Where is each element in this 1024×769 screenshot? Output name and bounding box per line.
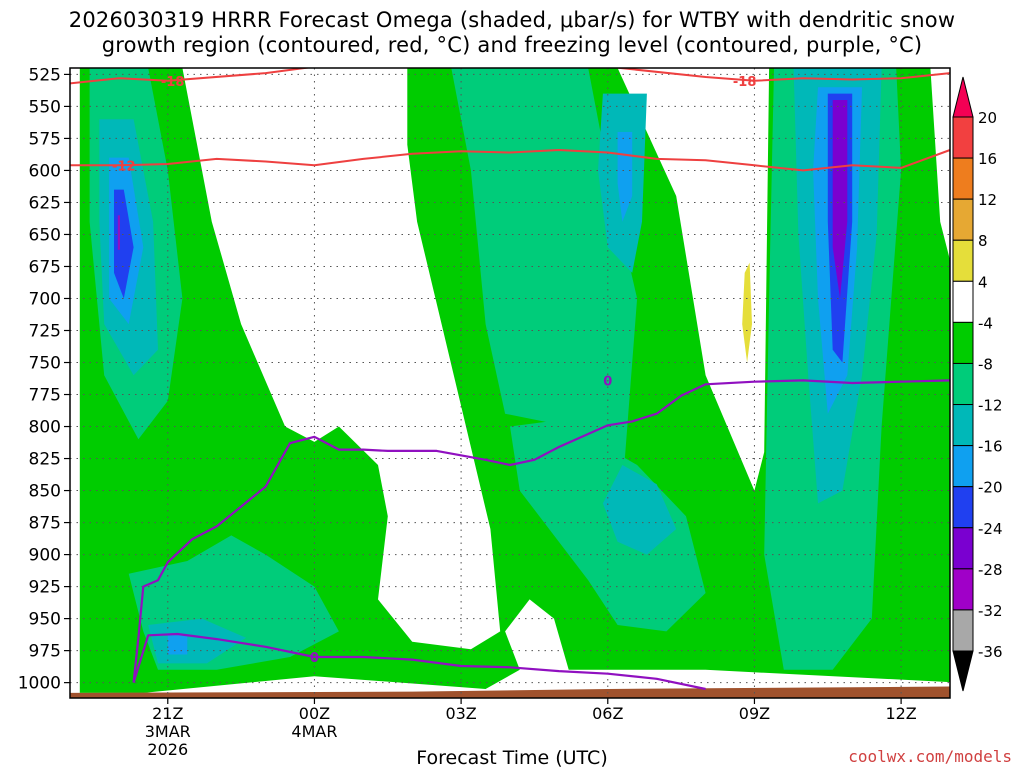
colorbar-label: -32 <box>978 602 1003 620</box>
colorbar-label: 20 <box>978 109 997 127</box>
colorbar-band <box>952 609 974 652</box>
contour-line <box>70 68 950 85</box>
colorbar: 20 16 12 8 4 -4 -8 -12 -16 -20 -24 -28 -32 -36 <box>952 76 1003 692</box>
colorbar-label: 12 <box>978 191 997 209</box>
x-tick-label: 4MAR <box>291 722 337 741</box>
omega-band <box>510 420 706 632</box>
colorbar-label: -36 <box>978 643 1003 661</box>
y-tick-label: 550 <box>29 97 61 117</box>
colorbar-label: 8 <box>978 232 988 250</box>
omega-band <box>167 634 188 655</box>
contour-label: -12 <box>112 159 136 174</box>
y-tick-label: 575 <box>29 129 61 149</box>
y-tick-label: 900 <box>29 546 61 566</box>
y-tick-label: 1000 <box>18 674 61 694</box>
x-axis-label: Forecast Time (UTC) <box>416 747 608 769</box>
contour-line <box>132 379 950 683</box>
omega-band <box>602 465 677 555</box>
colorbar-bottom-arrow <box>952 650 974 692</box>
colorbar-band <box>952 157 974 200</box>
terrain-fill <box>70 686 950 698</box>
colorbar-label: -16 <box>978 438 1003 456</box>
y-tick-label: 825 <box>29 450 61 470</box>
x-tick-label: 06Z <box>592 704 623 723</box>
colorbar-band <box>952 362 974 406</box>
colorbar-band <box>952 116 974 159</box>
omega-band <box>451 68 638 491</box>
x-tick-label: 09Z <box>739 704 770 723</box>
x-tick-label: 3MAR <box>145 722 191 741</box>
colorbar-label: 4 <box>978 273 988 291</box>
colorbar-band <box>952 404 974 447</box>
y-tick-label: 600 <box>29 161 61 181</box>
contour-label: -18 <box>161 75 185 90</box>
plot-frame <box>69 67 951 699</box>
y-tick-label: 925 <box>29 578 61 598</box>
watermark: coolwx.com/models <box>848 747 1012 766</box>
colorbar-label: -8 <box>978 355 993 373</box>
contour-line <box>70 149 950 172</box>
colorbar-band <box>952 568 974 611</box>
y-tick-label: 800 <box>29 418 61 438</box>
colorbar-label: 16 <box>978 150 997 168</box>
chart-title-line-2: growth region (contoured, red, °C) and f… <box>101 33 923 57</box>
colorbar-band <box>952 445 974 488</box>
y-tick-label: 625 <box>29 193 61 213</box>
y-tick-label: 525 <box>29 65 61 85</box>
chart-title-line-1: 2026030319 HRRR Forecast Omega (shaded, … <box>68 8 956 32</box>
y-tick-label: 975 <box>29 642 61 662</box>
colorbar-label: -28 <box>978 561 1003 579</box>
omega-band <box>742 262 752 363</box>
colorbar-band <box>952 198 974 241</box>
y-tick-label: 700 <box>29 289 61 309</box>
x-tick-label: 03Z <box>445 704 476 723</box>
colorbar-label: -4 <box>978 314 993 332</box>
terrain-ground <box>70 686 950 698</box>
y-tick-label: 675 <box>29 257 61 277</box>
colorbar-band <box>952 321 974 364</box>
y-axis: 525 550 575 600 625 650 675 700 725 750 775 800 825 8… <box>18 65 70 694</box>
contour-label: -18 <box>733 75 757 90</box>
y-tick-label: 875 <box>29 514 61 534</box>
contour-label: 0 <box>310 651 319 666</box>
omega-band <box>832 100 848 299</box>
colorbar-band <box>952 280 974 323</box>
contour-label: 0 <box>603 374 612 389</box>
colorbar-band <box>952 486 974 529</box>
colorbar-label: -12 <box>978 397 1003 415</box>
y-tick-label: 775 <box>29 386 61 406</box>
colorbar-band <box>952 527 974 570</box>
contour-lines: -18 -18 -12 0 0 <box>70 68 950 691</box>
x-tick-label: 12Z <box>885 704 916 723</box>
y-tick-label: 950 <box>29 610 61 630</box>
x-tick-label: 2026 <box>147 740 188 759</box>
y-tick-label: 725 <box>29 322 61 342</box>
colorbar-band <box>952 239 974 282</box>
x-tick-label: 21Z <box>152 704 183 723</box>
grid-lines <box>70 68 950 698</box>
contour-line <box>132 632 706 691</box>
colorbar-label: -24 <box>978 520 1003 538</box>
y-tick-label: 650 <box>29 225 61 245</box>
x-tick-label: 00Z <box>299 704 330 723</box>
y-tick-label: 750 <box>29 354 61 374</box>
colorbar-label: -20 <box>978 479 1003 497</box>
omega-shading <box>79 68 950 693</box>
colorbar-top-arrow <box>952 76 974 118</box>
y-tick-label: 850 <box>29 482 61 502</box>
